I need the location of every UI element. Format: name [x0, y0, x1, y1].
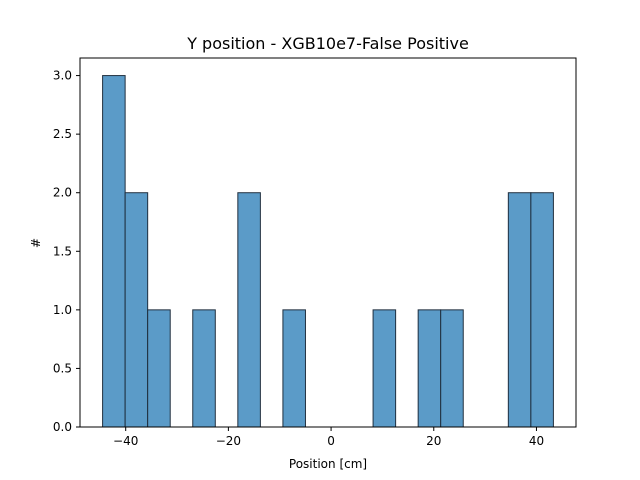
- histogram-bar: [102, 75, 126, 428]
- x-tick-label: 0: [327, 434, 335, 448]
- x-tick-label: 40: [529, 434, 544, 448]
- y-tick-label: 2.0: [53, 186, 72, 200]
- x-tick-label: 20: [426, 434, 441, 448]
- bars-group: [102, 75, 554, 428]
- histogram-bar: [417, 309, 442, 428]
- x-tick-label: −40: [113, 434, 138, 448]
- histogram-bar: [507, 192, 532, 428]
- histogram-bar: [372, 309, 397, 428]
- y-tick-label: 0.0: [53, 420, 72, 434]
- y-tick-label: 2.5: [53, 127, 72, 141]
- histogram-bar: [237, 192, 261, 428]
- histogram-bar: [147, 309, 171, 428]
- y-tick-label: 1.0: [53, 303, 72, 317]
- histogram-bar: [124, 192, 149, 428]
- histogram-bar: [192, 309, 216, 428]
- x-tick-label: −20: [216, 434, 241, 448]
- x-axis-ticks: −40 −20 0 20 40: [113, 427, 544, 448]
- y-axis-label: #: [29, 238, 43, 248]
- y-axis-ticks: 0.0 0.5 1.0 1.5 2.0 2.5 3.0: [53, 69, 80, 434]
- x-axis-label: Position [cm]: [289, 457, 367, 471]
- histogram-bar: [530, 192, 554, 428]
- histogram-bar: [282, 309, 306, 428]
- y-tick-label: 0.5: [53, 361, 72, 375]
- y-tick-label: 3.0: [53, 69, 72, 83]
- chart-title: Y position - XGB10e7-False Positive: [186, 34, 469, 53]
- y-tick-label: 1.5: [53, 244, 72, 258]
- histogram-bar: [440, 309, 464, 428]
- plot-frame: [79, 57, 577, 428]
